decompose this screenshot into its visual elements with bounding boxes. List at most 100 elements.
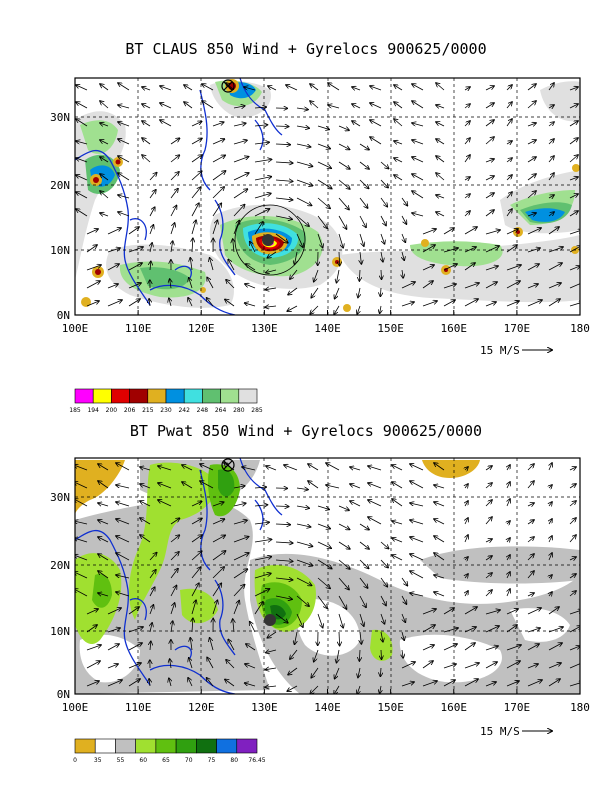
wind-vector bbox=[189, 658, 193, 669]
wind-vector bbox=[170, 659, 171, 669]
wind-vector bbox=[184, 85, 193, 91]
wind-vector bbox=[245, 284, 256, 289]
wind-vector bbox=[380, 215, 386, 225]
wind-vector bbox=[527, 520, 534, 525]
wind-vector bbox=[245, 664, 256, 669]
wind-vector bbox=[192, 238, 193, 253]
wind-vector bbox=[485, 483, 492, 489]
wind-vector bbox=[436, 139, 445, 145]
wind-vector bbox=[464, 138, 470, 145]
wind-vector bbox=[170, 138, 180, 145]
wind-vector bbox=[506, 102, 512, 109]
wind-vector bbox=[434, 575, 445, 578]
wind-vector bbox=[233, 205, 245, 217]
wind-vector bbox=[380, 613, 385, 624]
wind-vector bbox=[434, 519, 445, 525]
wind-vector bbox=[359, 613, 364, 626]
wind-vector bbox=[549, 553, 552, 561]
wind-vector bbox=[190, 638, 192, 651]
wind-vector bbox=[98, 464, 109, 471]
wind-vector bbox=[98, 520, 109, 525]
colorbar-label: 200 bbox=[106, 407, 118, 414]
wind-vector bbox=[338, 595, 347, 609]
wind-vector bbox=[170, 279, 171, 289]
wind-vector bbox=[233, 106, 245, 108]
x-tick-label: 110E bbox=[125, 322, 152, 335]
wind-vector bbox=[191, 567, 201, 579]
wind-vector bbox=[485, 610, 500, 615]
wind-vector bbox=[527, 157, 536, 163]
wind-vector bbox=[268, 86, 277, 91]
wind-vector bbox=[191, 187, 201, 199]
wind-vector bbox=[436, 122, 445, 127]
wind-vector bbox=[527, 481, 534, 489]
wind-vector bbox=[182, 465, 193, 471]
wind-vector bbox=[381, 251, 383, 262]
wind-vector bbox=[267, 631, 277, 638]
y-tick-label: 0N bbox=[57, 309, 70, 322]
wind-vector bbox=[254, 177, 271, 181]
colorbar-label: 248 bbox=[197, 407, 209, 414]
gyre-marker bbox=[221, 458, 235, 472]
colorbar-swatch bbox=[74, 388, 94, 404]
colorbar-swatch bbox=[115, 738, 136, 754]
wind-vector bbox=[380, 233, 385, 244]
wind-vector bbox=[436, 173, 445, 181]
wind-vector bbox=[485, 539, 492, 542]
wind-vector bbox=[443, 300, 455, 307]
wind-vector bbox=[98, 554, 109, 561]
colorbar-swatch bbox=[183, 388, 203, 404]
wind-vector bbox=[412, 213, 424, 217]
wind-vector bbox=[158, 483, 172, 489]
wind-vector bbox=[100, 140, 109, 145]
wind-vector bbox=[506, 158, 512, 162]
colorbar-label: 285 bbox=[251, 407, 263, 414]
wind-vector bbox=[212, 220, 217, 235]
colorbar-swatch bbox=[74, 738, 96, 754]
x-tick-label: 170E bbox=[504, 322, 531, 335]
wind-vector bbox=[128, 263, 142, 271]
wind-vector bbox=[402, 269, 403, 278]
wind-vector bbox=[100, 191, 109, 199]
wind-vector bbox=[527, 191, 536, 199]
wind-vector bbox=[485, 210, 494, 217]
wind-vector bbox=[380, 161, 389, 169]
wind-vector bbox=[296, 506, 309, 508]
wind-vector bbox=[107, 644, 119, 651]
storm-center-marker bbox=[262, 234, 274, 246]
wind-vector bbox=[392, 482, 403, 489]
wind-vector bbox=[381, 631, 383, 642]
wind-vector bbox=[506, 209, 512, 217]
wind-vector bbox=[422, 661, 433, 669]
bottom-panel-title: BT Pwat 850 Wind + Gyrelocs 900625/0000 bbox=[129, 422, 483, 440]
wind-vector bbox=[149, 587, 155, 597]
wind-vector bbox=[170, 518, 180, 525]
wind-vector bbox=[358, 667, 360, 678]
wind-vector bbox=[191, 155, 202, 163]
wind-vector bbox=[401, 215, 406, 224]
wind-vector bbox=[128, 247, 143, 253]
wind-vector bbox=[233, 619, 234, 633]
wind-vector bbox=[233, 503, 246, 506]
wind-vector bbox=[212, 203, 221, 217]
wind-vector bbox=[265, 306, 277, 307]
wind-vector bbox=[149, 207, 155, 217]
wind-vector bbox=[149, 553, 157, 561]
wind-vector bbox=[422, 229, 436, 235]
wind-vector bbox=[296, 541, 313, 546]
wind-vector bbox=[233, 537, 249, 543]
wind-vector bbox=[338, 143, 350, 149]
colorbar-label: 55 bbox=[117, 757, 125, 764]
wind-vector bbox=[150, 243, 152, 253]
wind-vector bbox=[116, 575, 130, 579]
wind-vector bbox=[140, 535, 151, 543]
wind-vector bbox=[75, 499, 88, 507]
wind-vector bbox=[422, 301, 437, 307]
top-y-axis: 0N 10N 20N 30N bbox=[50, 111, 70, 322]
wind-vector bbox=[128, 227, 139, 235]
wind-vector bbox=[233, 221, 239, 235]
wind-vector bbox=[290, 649, 298, 659]
wind-vector bbox=[191, 583, 199, 597]
wind-vector bbox=[116, 553, 130, 561]
wind-vector bbox=[548, 83, 554, 91]
